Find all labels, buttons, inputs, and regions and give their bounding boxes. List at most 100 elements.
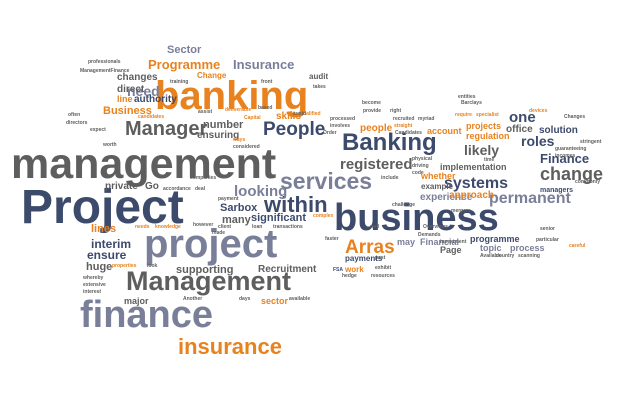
word-audit: audit (309, 72, 329, 81)
word-past: past (375, 255, 386, 261)
word-senior: senior (540, 226, 556, 232)
word-insurance: insurance (178, 334, 282, 359)
word-direct: direct (117, 84, 145, 95)
word-management-cap: Management (126, 266, 292, 296)
word-training: training (170, 79, 189, 85)
word-approach: approach (449, 190, 495, 201)
word-private: private (105, 181, 138, 192)
word-project-cap: Project (21, 181, 184, 234)
word-changes2: Changes (564, 114, 586, 120)
word-based: based (258, 105, 273, 111)
word-stringent: stringent (580, 139, 602, 145)
word-banking-cap: Banking (342, 129, 437, 156)
word-office: office (506, 124, 533, 135)
word-need: need (127, 83, 160, 99)
word-number: number (203, 119, 244, 131)
word-interest: interest (83, 289, 102, 295)
word-interim: interim (91, 237, 132, 251)
word-extensive: extensive (83, 282, 106, 288)
word-resources: resources (371, 273, 395, 279)
word-involves-2: incomes (555, 153, 576, 159)
word-people-cap: People (263, 119, 326, 140)
word-lines: lines (91, 223, 117, 235)
word-code: code (412, 170, 424, 176)
word-registered: registered (340, 156, 413, 173)
word-significant: significant (251, 212, 307, 224)
word-mergers: mergers (451, 208, 471, 214)
word-line: line (117, 94, 133, 104)
word-within: within (264, 192, 328, 217)
word-front: front (261, 79, 273, 85)
word-careful: careful (569, 243, 586, 249)
word-arras: Arras (345, 237, 395, 258)
word-people: people (360, 123, 393, 134)
word-demands: Demands (418, 232, 441, 238)
word-faster: faster (325, 236, 339, 242)
word-payment: payment (218, 196, 239, 202)
word-loan: loan (252, 224, 263, 230)
word-properties: properties (112, 263, 137, 269)
word-devices: devices (529, 108, 548, 114)
word-transactions: transactions (273, 224, 303, 230)
word-major: major (124, 296, 149, 306)
word-may: may (397, 237, 416, 247)
word-avoid: avoid (293, 111, 307, 117)
word-often: often (68, 112, 81, 118)
word-exhibit: exhibit (375, 265, 392, 271)
word-specialist: specialist (476, 112, 499, 118)
word-considered: considered (233, 144, 260, 150)
word-programme: programme (470, 234, 520, 244)
word-go: Go (145, 181, 159, 192)
word-well: well (370, 224, 380, 230)
word-recruitment: Recruitment (258, 264, 317, 275)
word-sector-cap: Sector (167, 44, 202, 56)
word-experience: experience (420, 192, 473, 203)
word-made: made (212, 230, 226, 236)
word-order: Order (323, 130, 337, 136)
word-available: available (289, 296, 311, 302)
word-manager: Manager (125, 118, 208, 140)
word-ensuring: ensuring (197, 130, 240, 141)
word-solution: solution (539, 125, 578, 136)
word-however: however (193, 222, 214, 228)
word-ways: ways (233, 137, 246, 143)
word-physical: physical (412, 156, 433, 162)
word-likely: likely (464, 142, 500, 158)
word-projects: projects (466, 121, 502, 131)
word-project: project (144, 222, 278, 266)
word-require: require (455, 112, 472, 118)
word-change-cap: Change (197, 71, 227, 80)
word-country: country (496, 253, 515, 259)
word-become: become (362, 100, 381, 106)
word-systems: systems (444, 175, 509, 192)
word-skills: skills (276, 111, 302, 122)
word-ensure: ensure (87, 248, 127, 262)
word-account: account (427, 126, 462, 136)
word-implementation: implementation (440, 162, 507, 172)
word-many: many (222, 214, 251, 226)
word-myriad: myriad (418, 116, 435, 122)
word-challenge: challenge (392, 202, 416, 208)
word-companies: companies (190, 175, 217, 181)
word-managers: managers (540, 187, 574, 194)
word-business-cap: Business (103, 105, 152, 117)
word-complex: complex (313, 213, 334, 219)
word-sector: sector (261, 296, 289, 306)
word-financial: Financial (420, 237, 460, 247)
word-finance: finance (80, 294, 214, 336)
word-professionals: professionals (88, 59, 121, 65)
word-available2: Available (480, 253, 502, 259)
word-authority: authority (134, 94, 177, 105)
word-roles: roles (521, 133, 555, 149)
word-candidates: candidates (138, 114, 165, 120)
word-particular: particular (536, 237, 559, 243)
word-banking: banking (155, 74, 309, 118)
word-knowledge: knowledge (155, 224, 181, 230)
word-process: process (510, 243, 545, 253)
word-assist: assist (198, 109, 213, 115)
word-processed: processed (330, 116, 356, 122)
word-qualified: qualified (300, 111, 321, 117)
word-sarbox: Sarbox (220, 202, 258, 214)
word-provide: provide (363, 108, 382, 114)
word-supporting: supporting (176, 264, 234, 276)
